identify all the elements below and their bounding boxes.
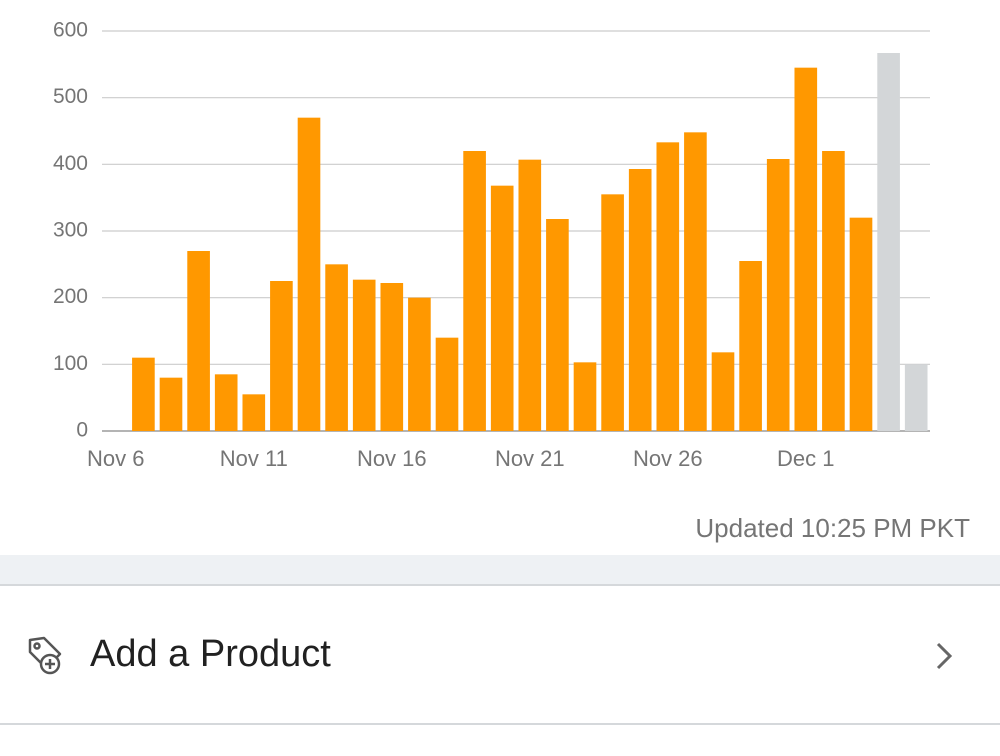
menu-row-bg[interactable] bbox=[0, 587, 1000, 723]
bar bbox=[463, 151, 486, 431]
bar bbox=[132, 357, 155, 431]
bar bbox=[325, 264, 348, 431]
bar bbox=[159, 377, 183, 431]
menu-label[interactable]: Add a Product bbox=[90, 633, 331, 675]
bar bbox=[656, 142, 680, 432]
bar bbox=[546, 219, 569, 431]
updated-note: Updated 10:25 PM PKT bbox=[695, 513, 970, 543]
bar bbox=[214, 374, 238, 431]
bar bbox=[849, 217, 873, 431]
bar bbox=[518, 159, 542, 431]
bar bbox=[380, 283, 404, 431]
bar bbox=[435, 337, 459, 431]
y-tick-label: 300 bbox=[53, 219, 88, 242]
section-divider bbox=[0, 555, 1000, 585]
chevron bbox=[936, 642, 953, 670]
bar bbox=[601, 194, 624, 431]
bar bbox=[573, 362, 597, 431]
x-tick-label: Nov 11 bbox=[220, 446, 288, 471]
bar bbox=[711, 352, 735, 431]
x-tick-label: Dec 1 bbox=[777, 446, 834, 471]
bar bbox=[822, 151, 845, 431]
bar bbox=[628, 169, 652, 431]
bar bbox=[187, 251, 210, 431]
x-tick-label: Nov 16 bbox=[357, 446, 427, 471]
bar bbox=[766, 159, 790, 431]
bar bbox=[270, 281, 293, 431]
y-tick-label: 400 bbox=[53, 152, 88, 175]
tag-icon bbox=[28, 636, 62, 675]
bar bbox=[242, 394, 266, 431]
bar bbox=[352, 279, 376, 431]
bar bbox=[877, 53, 900, 431]
bar bbox=[684, 132, 707, 432]
y-tick-label: 200 bbox=[53, 285, 88, 308]
bar bbox=[490, 185, 514, 431]
menu-row[interactable]: Add a Product bbox=[0, 587, 1000, 723]
bar bbox=[794, 67, 818, 432]
bar bbox=[408, 297, 431, 431]
y-tick-label: 0 bbox=[76, 419, 88, 442]
y-tick-label: 600 bbox=[53, 19, 88, 42]
y-tick-label: 500 bbox=[53, 85, 88, 108]
x-tick-label: Nov 6 bbox=[87, 446, 144, 471]
y-tick-label: 100 bbox=[53, 352, 88, 375]
x-tick-label: Nov 21 bbox=[495, 446, 565, 471]
bar bbox=[739, 261, 762, 431]
bar bbox=[904, 364, 928, 431]
bar bbox=[297, 117, 321, 432]
x-tick-label: Nov 26 bbox=[633, 446, 703, 471]
